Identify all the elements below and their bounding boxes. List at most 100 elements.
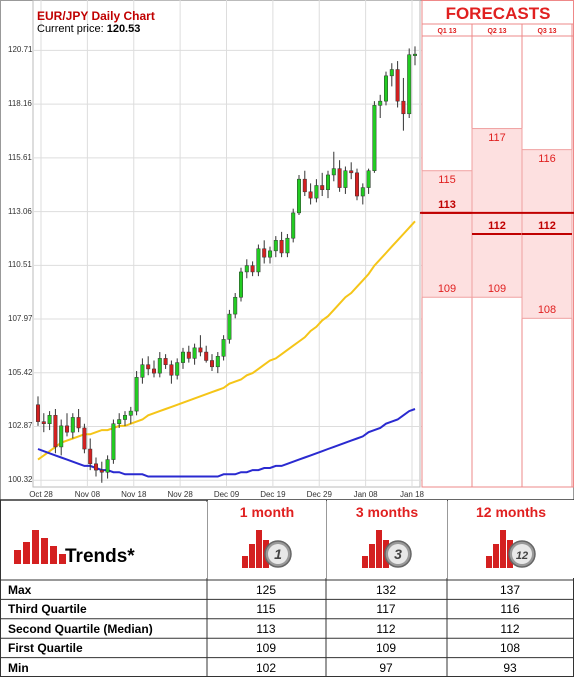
moving-average-line	[37, 408, 416, 478]
y-tick-label: 113.06	[8, 206, 32, 216]
table-row: Max 125 132 137	[0, 580, 574, 600]
candle-body	[250, 265, 255, 273]
candle-body	[152, 368, 156, 374]
candle-body	[76, 417, 81, 429]
forecast-quartile-value: 115	[438, 173, 456, 186]
forecast-quartile-value: 109	[487, 283, 507, 296]
candle-body	[186, 351, 191, 359]
candle-body	[82, 427, 87, 450]
table-cell: 102	[255, 660, 277, 675]
candle-body	[157, 358, 162, 374]
candle-body	[111, 423, 116, 460]
table-row-label: Max	[8, 583, 32, 597]
candle-body	[88, 448, 93, 465]
candle-body	[117, 419, 122, 424]
candle-body	[163, 358, 168, 365]
candle-body	[59, 425, 64, 448]
candle-body	[308, 191, 313, 199]
candle-body	[123, 415, 127, 420]
candle-body	[384, 75, 388, 102]
candle-body	[389, 69, 394, 77]
table-cell: 116	[500, 602, 520, 617]
y-tick-label: 120.71	[8, 45, 33, 55]
candle-body	[297, 178, 301, 214]
candle-body	[395, 69, 400, 102]
candle-body	[53, 415, 58, 448]
quarter-label: Q3 13	[537, 28, 557, 35]
candle-body	[372, 105, 377, 171]
candle-body	[169, 364, 174, 376]
y-tick-label: 107.97	[8, 313, 33, 323]
candle-body	[244, 265, 249, 273]
candle-body	[221, 339, 226, 357]
trend-column-header: 3 months 3	[327, 500, 447, 578]
candle-body	[210, 360, 214, 368]
trend-column-label: 3 months	[355, 504, 419, 520]
trend-bar-badge-icon: 12	[485, 530, 536, 568]
x-tick-label: Oct 28	[29, 490, 53, 499]
table-cell: 137	[499, 583, 521, 597]
candle-body	[65, 425, 69, 433]
table-cell: 117	[376, 602, 396, 617]
table-row: Min 102 97 93	[0, 658, 574, 677]
x-tick-label: Dec 09	[213, 490, 240, 499]
candle-body	[233, 296, 238, 315]
x-tick-label: Nov 28	[167, 490, 193, 499]
candle-body	[343, 170, 348, 188]
moving-average-line	[37, 220, 416, 461]
forecast-quartile-value: 109	[437, 283, 457, 296]
forecast-median-value: 113	[438, 198, 456, 211]
table-cell: 97	[379, 660, 393, 675]
forecast-quartile-value: 116	[538, 152, 556, 165]
trend-column-label: 1 month	[239, 504, 295, 520]
candle-body	[337, 168, 342, 188]
candle-body	[99, 469, 104, 473]
candle-body	[349, 170, 354, 174]
candle-body	[331, 168, 336, 176]
forecast-quartile-value: 108	[537, 304, 557, 317]
table-cell: 112	[376, 621, 396, 636]
candle-body	[198, 347, 203, 353]
candle-body	[128, 410, 133, 416]
forecast-band	[421, 170, 473, 298]
x-tick-label: Jan 08	[353, 490, 378, 499]
trend-bar-badge-icon: 1	[241, 530, 292, 568]
table-row-label: Third Quartile	[8, 602, 87, 617]
candle-body	[94, 463, 98, 471]
y-tick-label: 105.42	[8, 367, 33, 377]
candle-body	[360, 187, 365, 197]
forecast-median-value: 112	[488, 219, 506, 232]
candle-body	[134, 377, 139, 412]
x-tick-label: Nov 08	[74, 490, 101, 499]
candle-body	[175, 362, 180, 376]
candle-body	[41, 421, 46, 424]
candle-body	[401, 100, 406, 115]
current-price-label: Current price:	[37, 23, 104, 35]
table-row: Second Quartile (Median) 113 112 112	[0, 619, 574, 639]
candle-body	[204, 351, 209, 361]
y-tick-label: 115.61	[8, 152, 32, 162]
candle-body	[285, 237, 290, 254]
x-tick-label: Dec 19	[260, 490, 286, 499]
quarter-label: Q1 13	[437, 28, 457, 35]
forecasts-title: FORECASTS	[445, 4, 551, 23]
quarter-label: Q2 13	[487, 28, 507, 35]
bar-chart-icon	[14, 530, 66, 564]
table-row-label: Second Quartile (Median)	[8, 621, 153, 636]
current-price-value: 120.53	[106, 23, 141, 35]
candle-body	[36, 404, 40, 422]
candle-body	[181, 351, 185, 363]
candle-body	[326, 174, 330, 190]
x-tick-label: Nov 18	[121, 490, 147, 499]
y-tick-label: 110.51	[8, 260, 32, 270]
trend-bar-badge-icon: 3	[361, 530, 412, 568]
table-cell: 93	[503, 660, 517, 675]
table-cell: 108	[499, 641, 521, 656]
candle-body	[215, 356, 220, 368]
candle-body	[413, 53, 417, 56]
chart-title: EUR/JPY Daily Chart	[37, 9, 155, 23]
candle-body	[378, 100, 383, 106]
candle-body	[302, 178, 307, 193]
trends-label: Trends*	[65, 546, 135, 567]
trends-header-cell	[2, 502, 207, 578]
